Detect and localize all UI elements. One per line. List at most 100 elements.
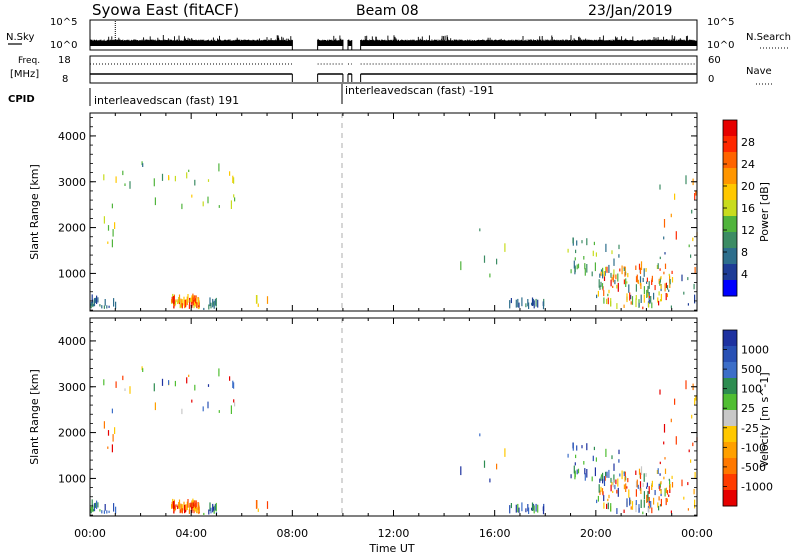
x-tick-label: 00:00 (74, 527, 106, 540)
velocity-panel: 1000 2000 3000 4000 Slant Range [km] (28, 317, 698, 517)
velocity-echo (675, 436, 677, 445)
velocity-echo (623, 484, 625, 490)
power-echo (575, 249, 577, 254)
velocity-echo (669, 484, 671, 490)
velocity-echo (111, 408, 113, 414)
velocity-echo (602, 472, 604, 481)
velocity-echo (213, 506, 215, 511)
power-echo (646, 281, 648, 284)
velocity-echo (173, 501, 175, 509)
velocity-echo (640, 499, 642, 508)
velocity-echo (531, 502, 534, 511)
velocity-echo (670, 418, 672, 423)
power-echo (657, 297, 659, 303)
power-echo (595, 252, 597, 257)
date-title: 23/Jan/2019 (588, 3, 672, 19)
colorbar-tick-label: 25 (741, 402, 755, 415)
velocity-echo (631, 501, 634, 510)
velocity-echo (570, 474, 572, 479)
velocity-echo (179, 509, 181, 514)
power-echo (122, 170, 124, 176)
velocity-echo (608, 494, 610, 499)
velocity-echo (635, 489, 637, 497)
power-echo (629, 292, 631, 301)
power-echo (643, 294, 645, 303)
velocity-echo (479, 433, 481, 437)
power-echo (681, 274, 683, 282)
power-echo (203, 307, 205, 310)
velocity-echo (659, 461, 661, 465)
velocity-echo (692, 442, 694, 447)
velocity-echo (630, 506, 632, 510)
velocity-echo (202, 406, 204, 412)
colorbar-tick-label: 8 (741, 246, 748, 259)
power-echo (194, 295, 196, 303)
power-echo (178, 297, 180, 304)
velocity-echo (626, 498, 628, 508)
power-echo (659, 256, 661, 260)
velocity-echo (640, 466, 643, 475)
power-echo (654, 285, 656, 291)
power-echo (574, 257, 576, 261)
velocity-echo (112, 434, 114, 442)
nsky-panel: N.Sky 10^5 10^0 10^5 10^0 N.Search (6, 17, 791, 51)
velocity-echo (212, 503, 214, 513)
velocity-echo (687, 482, 689, 486)
power-echo (190, 297, 192, 303)
velocity-echo (521, 502, 523, 512)
power-echo (656, 265, 658, 269)
power-echo (181, 203, 183, 210)
power-echo (185, 304, 187, 308)
power-echo (613, 258, 615, 266)
power-colorbar-label: Power [dB] (758, 182, 771, 242)
x-tick-label: 00:00 (681, 527, 713, 540)
velocity-echo (192, 502, 194, 508)
y-tick-label: 4000 (58, 130, 86, 143)
velocity-echo (517, 503, 519, 513)
power-echo (665, 293, 667, 301)
velocity-echo (659, 389, 661, 395)
velocity-echo (624, 471, 626, 480)
velocity-echo (627, 478, 629, 483)
velocity-echo (611, 455, 613, 460)
velocity-echo (664, 488, 666, 497)
power-echo (94, 297, 97, 303)
power-echo (99, 304, 101, 307)
velocity-echo (603, 476, 605, 482)
velocity-x-ticks (89, 318, 698, 516)
power-echo (600, 271, 602, 276)
freq-label: Freq. (18, 56, 40, 66)
power-echo (627, 273, 629, 278)
power-echo (180, 298, 182, 308)
velocity-echo (574, 462, 576, 466)
power-echo (611, 277, 613, 281)
colorbar-swatch (723, 136, 737, 153)
power-echo (233, 177, 235, 184)
power-echo (209, 297, 211, 307)
power-echo (111, 203, 113, 209)
colorbar-tick-label: -1000 (741, 480, 773, 493)
velocity-echo (606, 471, 608, 478)
power-echo (687, 277, 689, 281)
velocity-echo (107, 446, 109, 449)
power-echo (576, 264, 578, 270)
power-echo (602, 267, 604, 276)
velocity-echo (694, 499, 696, 509)
velocity-echo (591, 476, 593, 482)
power-echo (650, 296, 652, 303)
power-echo (607, 293, 609, 297)
velocity-echo (181, 508, 183, 514)
power-echo (645, 268, 647, 272)
velocity-echo (154, 402, 156, 411)
power-echo (646, 277, 648, 282)
velocity-echo (108, 510, 110, 513)
velocity-echo (92, 505, 94, 513)
velocity-echo (618, 459, 620, 463)
colorbar-swatch (723, 490, 737, 507)
power-echo (687, 303, 689, 306)
velocity-scatter-marks (90, 366, 698, 515)
power-echo (153, 178, 155, 187)
power-echo (230, 200, 232, 209)
velocity-echo (596, 499, 598, 504)
velocity-echo (663, 476, 665, 480)
